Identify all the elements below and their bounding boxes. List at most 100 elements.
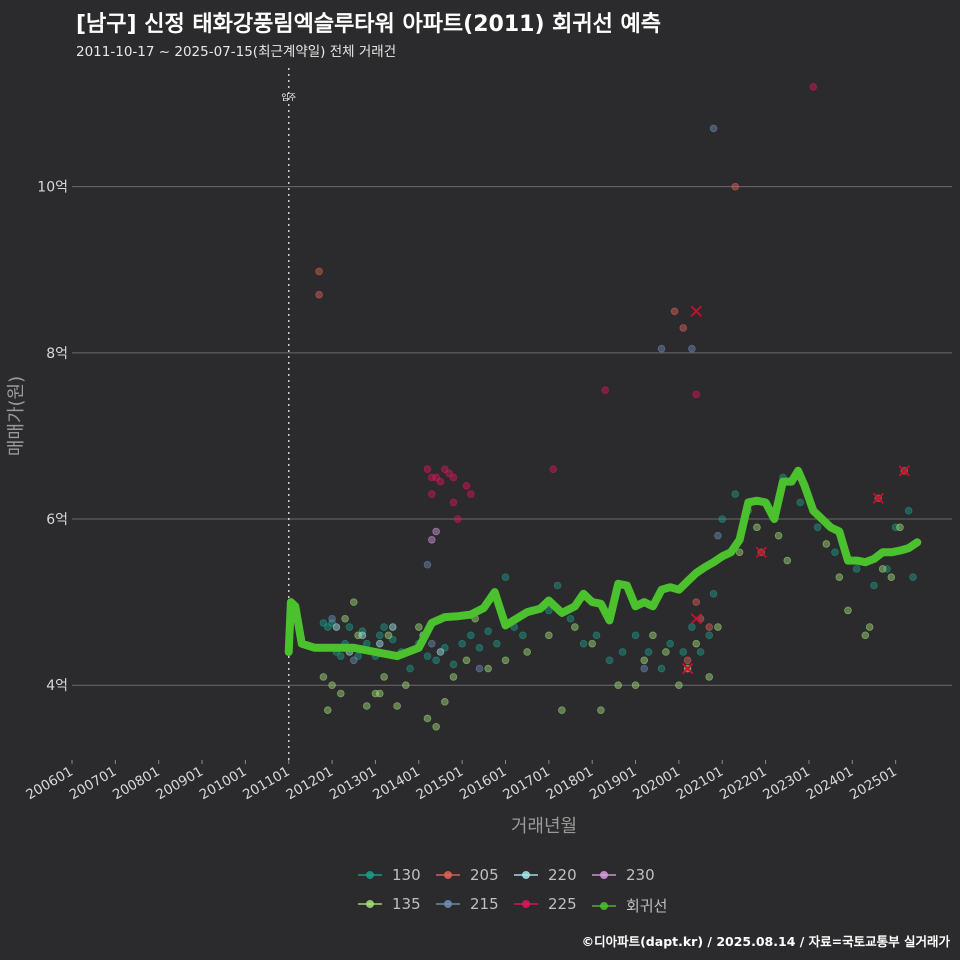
data-point-135 xyxy=(423,714,432,723)
data-point-225 xyxy=(549,465,557,473)
x-axis-title: 거래년월 xyxy=(511,816,577,837)
data-point-130 xyxy=(423,652,432,660)
data-point-130 xyxy=(657,664,666,673)
data-point-130 xyxy=(883,565,891,573)
data-point-135 xyxy=(414,623,423,631)
data-point-130 xyxy=(796,498,805,507)
cancelled-mark xyxy=(681,662,694,675)
data-point-135 xyxy=(375,689,384,698)
regression-line xyxy=(284,466,922,661)
legend-item: 225 xyxy=(514,895,577,913)
legend-swatch xyxy=(592,899,616,913)
data-point-130 xyxy=(688,623,696,631)
cancelled-mark xyxy=(898,465,910,477)
data-point-225 xyxy=(423,465,432,473)
data-point-225 xyxy=(428,490,436,498)
legend-swatch xyxy=(514,868,538,882)
data-point-130 xyxy=(380,623,388,631)
data-point-205 xyxy=(705,623,714,631)
data-point-135 xyxy=(835,573,844,581)
data-point-215 xyxy=(349,656,358,665)
x-tick-label: 202201 xyxy=(717,764,770,804)
data-point-225 xyxy=(428,473,436,482)
x-tick-label: 201601 xyxy=(457,764,510,804)
data-point-135 xyxy=(349,598,358,606)
data-point-130 xyxy=(904,506,913,515)
data-point-205 xyxy=(679,324,688,332)
data-point-135 xyxy=(341,614,349,623)
data-point-130 xyxy=(336,652,345,660)
legend-item: 215 xyxy=(436,895,499,913)
data-point-130 xyxy=(484,627,492,636)
data-point-135 xyxy=(336,689,345,698)
data-point-135 xyxy=(354,631,362,640)
data-point-130 xyxy=(579,639,588,648)
legend-item: 135 xyxy=(358,895,421,913)
data-point-135 xyxy=(887,573,896,581)
data-point-135 xyxy=(432,722,440,731)
data-point-135 xyxy=(631,681,640,690)
x-tick-label: 201201 xyxy=(283,764,336,804)
data-point-205 xyxy=(731,182,740,191)
legend-swatch xyxy=(358,897,382,911)
data-point-135 xyxy=(371,689,380,698)
data-point-225 xyxy=(449,498,458,507)
x-tick-label: 202001 xyxy=(630,764,683,804)
data-point-135 xyxy=(380,673,388,681)
data-point-205 xyxy=(315,267,323,276)
x-tick-label: 201401 xyxy=(370,764,423,804)
data-point-130 xyxy=(644,648,653,656)
legend-label: 130 xyxy=(392,866,421,884)
y-tick-label: 4억 xyxy=(46,678,68,694)
x-tick-label: 202101 xyxy=(674,764,727,804)
data-point-215 xyxy=(423,560,432,569)
data-point-135 xyxy=(523,648,531,656)
x-tick-label: 200701 xyxy=(67,764,120,804)
data-point-135 xyxy=(362,702,371,710)
data-point-135 xyxy=(501,656,510,665)
x-tick-label: 202301 xyxy=(760,764,813,804)
y-axis-title: 매매가(원) xyxy=(6,376,27,456)
data-point-135 xyxy=(783,556,792,565)
x-tick-label: 200901 xyxy=(153,764,206,804)
data-point-135 xyxy=(449,673,458,681)
data-point-225 xyxy=(462,481,471,490)
cancelled-mark xyxy=(690,613,702,625)
data-point-135 xyxy=(692,639,701,648)
data-point-130 xyxy=(592,631,601,640)
data-point-130 xyxy=(705,631,714,640)
data-point-130 xyxy=(852,565,861,573)
data-point-230 xyxy=(432,527,440,536)
legend-label: 135 xyxy=(392,895,421,913)
y-tick-label: 10억 xyxy=(37,180,68,196)
x-tick-label: 201501 xyxy=(414,764,467,804)
data-point-130 xyxy=(432,656,440,665)
legend-swatch xyxy=(592,868,616,882)
data-point-220 xyxy=(358,631,367,640)
x-tick-label: 202501 xyxy=(847,764,900,804)
data-point-130 xyxy=(831,548,839,557)
data-point-135 xyxy=(545,631,553,640)
data-point-130 xyxy=(406,664,414,673)
data-point-215 xyxy=(709,124,718,133)
data-point-215 xyxy=(640,664,649,673)
data-point-135 xyxy=(319,673,328,681)
x-tick-label: 201801 xyxy=(544,764,597,804)
data-point-215 xyxy=(657,344,666,353)
data-point-135 xyxy=(640,656,649,665)
data-point-130 xyxy=(467,631,475,640)
data-point-135 xyxy=(865,623,874,631)
data-point-225 xyxy=(454,515,462,523)
data-point-205 xyxy=(692,598,701,606)
legend-label: 205 xyxy=(470,866,499,884)
data-point-130 xyxy=(519,631,527,640)
x-tick-label: 200601 xyxy=(23,764,76,804)
x-tick-label: 201301 xyxy=(327,764,380,804)
data-point-225 xyxy=(436,477,445,486)
legend-label: 220 xyxy=(548,866,577,884)
data-point-135 xyxy=(323,706,332,714)
legend-swatch xyxy=(358,868,382,882)
data-point-130 xyxy=(545,606,553,615)
x-tick-label: 202401 xyxy=(804,764,857,804)
